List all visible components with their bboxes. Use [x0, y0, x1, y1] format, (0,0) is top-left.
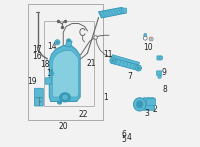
Polygon shape [99, 7, 125, 18]
Text: 9: 9 [162, 67, 166, 77]
Text: 15: 15 [46, 69, 56, 78]
Circle shape [159, 56, 163, 60]
Circle shape [49, 71, 54, 76]
FancyBboxPatch shape [34, 98, 43, 106]
Ellipse shape [144, 33, 147, 38]
FancyBboxPatch shape [45, 78, 52, 84]
Text: 13: 13 [60, 84, 70, 93]
FancyBboxPatch shape [147, 99, 156, 106]
Circle shape [137, 67, 140, 69]
Circle shape [110, 58, 116, 64]
Text: 11: 11 [103, 50, 113, 59]
Text: 12: 12 [53, 79, 63, 88]
FancyBboxPatch shape [157, 56, 162, 60]
Polygon shape [49, 46, 80, 101]
Text: 21: 21 [86, 59, 96, 68]
Ellipse shape [60, 93, 71, 102]
Text: 7: 7 [127, 72, 132, 81]
Circle shape [112, 59, 114, 62]
Polygon shape [111, 58, 140, 71]
Circle shape [56, 41, 59, 44]
Text: 8: 8 [162, 85, 167, 94]
Text: 22: 22 [78, 110, 88, 119]
Text: 2: 2 [152, 105, 157, 114]
Ellipse shape [57, 101, 62, 104]
Circle shape [136, 65, 141, 71]
FancyBboxPatch shape [143, 98, 154, 110]
Ellipse shape [136, 101, 143, 108]
Circle shape [150, 38, 152, 40]
Text: 3: 3 [145, 109, 149, 118]
Bar [44, 21, 94, 106]
FancyBboxPatch shape [157, 71, 162, 75]
Polygon shape [52, 51, 79, 97]
Bar [28, 4, 103, 120]
Text: 18: 18 [41, 60, 50, 69]
Circle shape [149, 37, 153, 41]
Text: 14: 14 [47, 42, 57, 51]
Text: 6: 6 [121, 130, 126, 140]
FancyBboxPatch shape [121, 8, 126, 13]
Text: 5: 5 [121, 135, 126, 145]
Text: 10: 10 [144, 42, 153, 52]
Circle shape [94, 36, 97, 39]
Text: 16: 16 [32, 52, 42, 61]
Text: 19: 19 [27, 77, 36, 86]
Text: 1: 1 [104, 92, 108, 102]
Ellipse shape [62, 95, 68, 100]
Polygon shape [65, 40, 72, 47]
Ellipse shape [66, 39, 71, 42]
Text: 4: 4 [127, 133, 132, 142]
Circle shape [143, 36, 147, 40]
Circle shape [50, 72, 53, 75]
Text: 17: 17 [32, 45, 42, 55]
Circle shape [55, 40, 60, 45]
Circle shape [158, 75, 161, 78]
Text: 20: 20 [58, 122, 68, 131]
Polygon shape [111, 55, 140, 65]
Ellipse shape [133, 98, 146, 111]
FancyBboxPatch shape [34, 88, 43, 98]
